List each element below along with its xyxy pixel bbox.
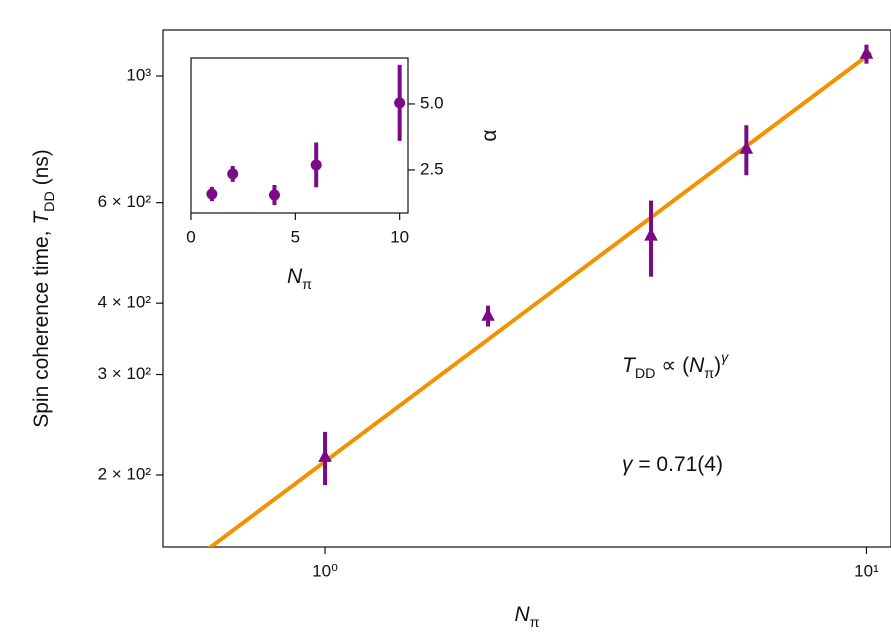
plot-area <box>206 64 406 206</box>
x-tick-label: 10⁰ <box>312 561 338 580</box>
x-tick-label: 10 <box>390 227 409 246</box>
y-axis-label-part: DD <box>42 191 58 212</box>
data-point <box>206 188 218 200</box>
x-axis-label: Nπ <box>287 265 312 293</box>
data-point <box>644 227 658 241</box>
annotation-part: N <box>689 354 705 377</box>
fit-line <box>207 51 873 547</box>
data-point <box>481 307 495 321</box>
x-axis-label-part: π <box>302 277 312 293</box>
data-point <box>394 97 406 109</box>
y-tick-label: 5.0 <box>420 93 444 112</box>
data-point <box>268 189 280 201</box>
annotation-part: = 0.71(4) <box>633 453 723 476</box>
plot-frame <box>190 57 409 214</box>
y-tick-label: 3 × 10² <box>98 364 152 383</box>
annotation: γ = 0.71(4) <box>622 453 723 476</box>
y-axis-label-part: α <box>478 129 501 141</box>
x-axis-label-part: N <box>514 603 530 626</box>
data-point <box>310 159 322 171</box>
inset-background <box>191 58 408 213</box>
annotation-part: T <box>622 354 637 377</box>
y-axis-label-part: T <box>30 210 53 225</box>
y-axis-label-part: (ns) <box>30 149 53 191</box>
y-axis-label-part: Spin coherence time, <box>30 225 53 428</box>
x-axis-label-part: π <box>530 615 540 631</box>
x-tick-label: 0 <box>186 227 195 246</box>
y-tick-label: 2 × 10² <box>98 465 152 484</box>
y-tick-label: 2.5 <box>420 159 444 178</box>
y-tick-label: 6 × 10² <box>98 192 152 211</box>
annotation-part: γ <box>622 453 634 476</box>
annotation-part: ) <box>714 354 721 377</box>
y-axis-label: α <box>478 129 501 141</box>
data-point <box>859 45 874 59</box>
y-tick-label: 4 × 10² <box>98 293 152 312</box>
y-tick-label: 10³ <box>126 66 151 85</box>
x-axis-label-part: N <box>287 265 303 288</box>
annotation-part: π <box>704 366 714 382</box>
annotation-part: γ <box>721 350 729 366</box>
annotation: TDD ∝ (Nπ)γ <box>622 350 729 382</box>
data-point <box>318 449 332 462</box>
data-point <box>739 141 754 154</box>
x-axis-label: Nπ <box>514 603 539 631</box>
plot-area <box>207 44 874 547</box>
annotation-part: DD <box>635 366 656 382</box>
x-tick-label: 5 <box>291 227 300 246</box>
annotation-part: ∝ ( <box>655 354 689 377</box>
plot-frame <box>162 29 891 548</box>
x-tick-label: 10¹ <box>854 561 879 580</box>
y-axis-label: Spin coherence time, TDD (ns) <box>30 149 58 428</box>
data-point <box>227 168 239 180</box>
